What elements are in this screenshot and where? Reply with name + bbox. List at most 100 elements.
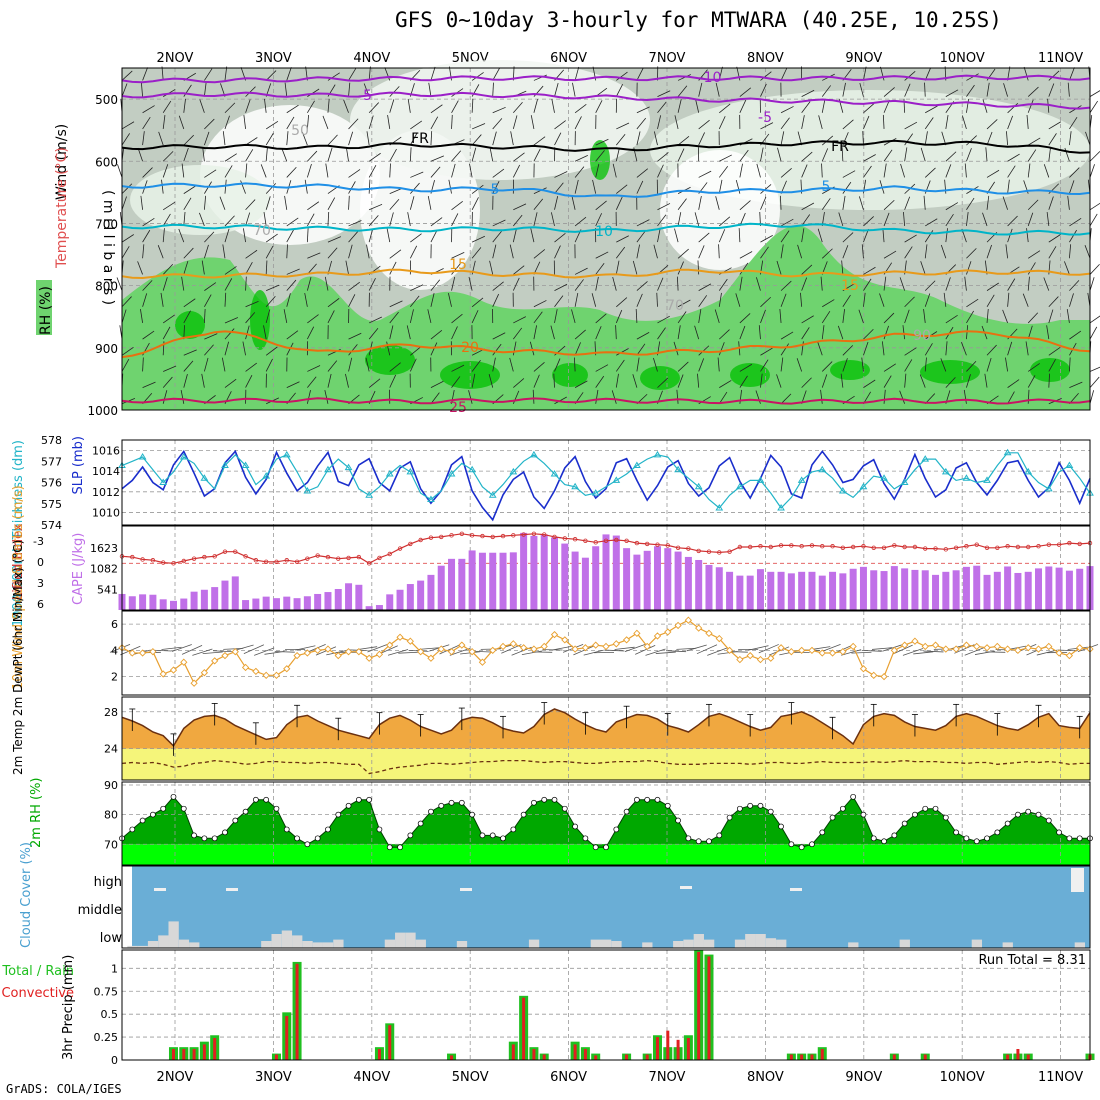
wind-barb <box>636 219 650 227</box>
wind-barb <box>284 195 288 210</box>
wind-barb <box>817 341 823 356</box>
wind-barb <box>858 309 864 324</box>
wind-barb <box>966 248 977 259</box>
wind-barb <box>348 181 356 194</box>
wind-barb <box>245 312 256 324</box>
cape-bar <box>242 600 250 610</box>
thickness-marker <box>138 453 147 460</box>
wind-barb <box>430 392 440 405</box>
wind-speed-marker <box>1065 651 1074 660</box>
wind-speed-marker <box>190 679 198 687</box>
rh-marker <box>500 835 506 842</box>
wind-barb <box>760 296 771 308</box>
rh-marker <box>942 814 949 821</box>
wind-barb <box>961 115 967 130</box>
wind-barb <box>718 229 726 243</box>
wind-barb <box>327 236 342 243</box>
wind-barb <box>1064 261 1070 275</box>
wind-barb <box>780 67 788 81</box>
wind-barb <box>430 131 433 146</box>
lifted-index-marker <box>809 543 815 548</box>
wind-barb <box>966 298 979 308</box>
lifted-index-marker <box>758 544 763 549</box>
wind-barb <box>265 196 271 210</box>
cape-bar <box>314 593 322 610</box>
wind-barb <box>1027 262 1036 275</box>
surface-wind-barb <box>418 647 439 650</box>
cape-bar <box>571 551 579 610</box>
wind-speed-marker <box>715 634 723 643</box>
surface-wind-barb <box>820 644 841 653</box>
surface-wind-barb <box>923 650 944 653</box>
wind-barb <box>451 364 465 372</box>
isotherm--5 <box>121 91 1091 110</box>
surface-wind-barb <box>573 645 594 656</box>
wind-speed-marker <box>365 654 373 662</box>
wind-barb <box>1069 167 1080 178</box>
precip-date-grid <box>174 950 1061 1060</box>
cape-bar <box>499 552 507 610</box>
wind-barb <box>283 309 288 324</box>
lifted-index-marker <box>253 558 259 563</box>
rh-marker <box>222 829 228 836</box>
wind-barb <box>574 279 584 291</box>
wind-barb <box>304 179 308 194</box>
wind-barb <box>636 357 640 372</box>
wind-barb <box>224 165 233 178</box>
wind-barb <box>157 245 164 259</box>
wind-barb <box>471 147 477 162</box>
cape-bar <box>1004 566 1012 610</box>
wind-barb <box>286 342 294 356</box>
temp-axis-label: 2m Temp 2m DewPt (6hr Min/Max) (°C) <box>11 540 25 775</box>
wind-barb <box>653 244 658 259</box>
bottom-date-label: 10NOV <box>940 1070 985 1085</box>
wind-barb <box>760 196 767 210</box>
wind-speed-marker <box>272 671 281 679</box>
wind-barb <box>945 115 949 130</box>
lifted-index-marker <box>408 541 413 547</box>
wind-barb <box>966 360 977 372</box>
cape-bar <box>355 584 363 610</box>
pressure-tick-label: 1000 <box>87 404 118 418</box>
cape-bar <box>705 564 713 610</box>
wind-barb <box>550 325 555 340</box>
low-cloud-bar <box>168 921 179 948</box>
pressure-tick-label: 600 <box>95 155 118 169</box>
wind-barb <box>307 365 321 372</box>
wind-barb <box>904 296 915 308</box>
cape-bar <box>1014 572 1022 610</box>
rh-marker <box>283 826 290 833</box>
wind-barb <box>492 357 496 372</box>
lifted-index-marker <box>737 544 743 550</box>
low-cloud-bar <box>1002 942 1013 948</box>
cape-bar <box>509 552 517 610</box>
thickness-marker <box>633 461 641 468</box>
thickness-marker <box>674 465 682 473</box>
wind-barb <box>924 167 936 178</box>
wind-barb <box>1007 292 1010 307</box>
top-date-label: 8NOV <box>747 51 784 66</box>
wind-barb <box>760 71 772 81</box>
wind-barb <box>636 106 650 114</box>
rh-90-region <box>175 311 205 339</box>
rh-marker <box>767 808 774 815</box>
wind-barb <box>961 342 967 356</box>
thickness-marker <box>591 489 600 496</box>
wind-speed-marker <box>725 646 734 655</box>
wind-barb <box>1048 246 1057 259</box>
cape-tick-label: 1082 <box>90 563 118 576</box>
wind-barb <box>780 244 784 259</box>
convective-precip-bar <box>213 1038 217 1060</box>
wind-barb <box>595 276 599 291</box>
lifted-index-marker <box>665 543 670 548</box>
wind-barb <box>409 309 414 324</box>
wind-barb <box>719 154 732 162</box>
lifted-index-marker <box>1067 540 1072 546</box>
lifted-index-marker <box>572 537 578 542</box>
wind-barb <box>281 148 288 162</box>
wind-barb <box>1027 389 1030 404</box>
wind-barb <box>180 389 185 404</box>
rh-marker <box>1066 835 1073 842</box>
wind-barb <box>183 360 194 372</box>
wind-speed-marker <box>221 651 229 660</box>
